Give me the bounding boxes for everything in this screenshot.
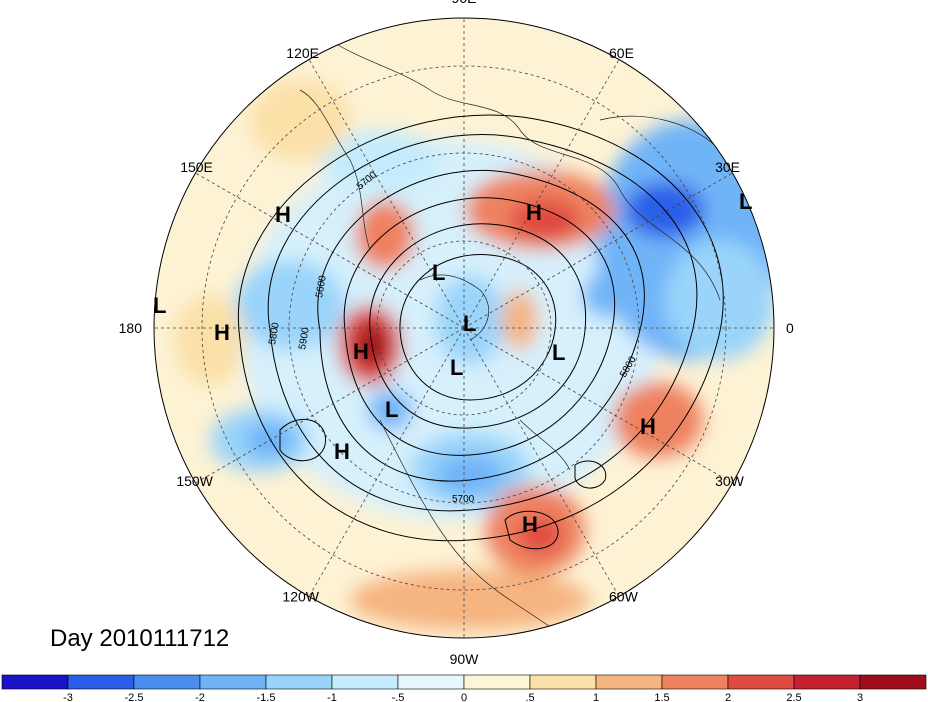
colorbar-tick-label: 3 [857,692,863,702]
high-pressure-center: H [353,339,369,364]
colorbar-swatch [199,674,267,690]
meridian-line [308,59,465,329]
longitude-label: 90E [452,0,477,6]
high-pressure-center: H [522,512,538,537]
meridian-line [195,327,465,484]
longitude-label: 90W [450,651,480,667]
colorbar-swatch [397,674,465,690]
meridian-line [463,172,733,329]
meridian-line [463,59,620,329]
colorbar-swatch [331,674,399,690]
colorbar-swatch [463,674,531,690]
colorbar-tick-label: 1.5 [654,692,669,702]
colorbar-swatch [727,674,795,690]
contour-label: 5800 [267,321,282,345]
meridian-line [463,327,620,597]
colorbar-tick-label: .5 [525,692,534,702]
meridian-line [195,172,465,329]
longitude-label: 150W [176,473,213,489]
colorbar-tick-label: -1 [327,692,337,702]
longitude-label: 150E [180,159,213,175]
colorbar-swatch [661,674,729,690]
colorbar-swatch [859,674,927,690]
colorbar-swatch [67,674,135,690]
colorbar-tick-label: 2 [725,692,731,702]
colorbar: -3 -2.5 -2 -1.5 -1 -.5 0 .5 1 1.5 2 2.5 3 [1,674,927,702]
low-pressure-center: L [463,311,476,336]
colorbar-swatch [1,674,69,690]
colorbar-swatch [265,674,333,690]
colorbar-tick-label: -.5 [392,692,405,702]
colorbar-tick-label: -3 [63,692,73,702]
geopotential-contours [237,114,724,550]
contour-label: 5900 [297,326,312,350]
graticule [154,18,774,638]
low-pressure-center: L [450,355,463,380]
contour-label: 5700 [452,494,475,505]
longitude-label: 30W [715,473,745,489]
longitude-label: 0 [786,320,794,336]
low-pressure-center: L [739,189,752,214]
colorbar-tick-label: -2.5 [125,692,144,702]
high-pressure-center: H [640,414,656,439]
map-border [153,17,775,639]
longitude-label: 60W [609,589,639,605]
longitude-label: 60E [609,45,634,61]
longitude-label: 120E [286,45,319,61]
low-pressure-center: L [153,293,166,318]
colorbar-swatch [793,674,861,690]
longitude-label: 180 [119,320,143,336]
contour-label: 5600 [314,274,329,298]
longitude-label: 120W [282,589,319,605]
high-pressure-center: H [334,439,350,464]
longitude-label: 30E [715,159,740,175]
colorbar-swatch [529,674,597,690]
colorbar-swatch [133,674,201,690]
colorbar-tick-label: 2.5 [786,692,801,702]
high-pressure-center: H [214,320,230,345]
low-pressure-center: L [552,340,565,365]
colorbar-tick-label: 0 [461,692,467,702]
pressure-centers: H H H H H H H L L L L L L L [153,189,752,537]
longitude-labels: 90E 60E 30E 0 30W 60W 90W 120W 150W 180 150E 120E [119,0,794,667]
low-pressure-center: L [432,260,445,285]
high-pressure-center: H [275,202,291,227]
meridian-line [463,327,733,484]
colorbar-tick-label: 1 [593,692,599,702]
colorbar-tick-label: -2 [195,692,205,702]
colorbar-tick-label: -1.5 [257,692,276,702]
colorbar-swatch [595,674,663,690]
high-pressure-center: H [526,200,542,225]
day-label: Day 2010111712 [50,625,229,652]
meridian-line [308,327,465,597]
low-pressure-center: L [385,397,398,422]
